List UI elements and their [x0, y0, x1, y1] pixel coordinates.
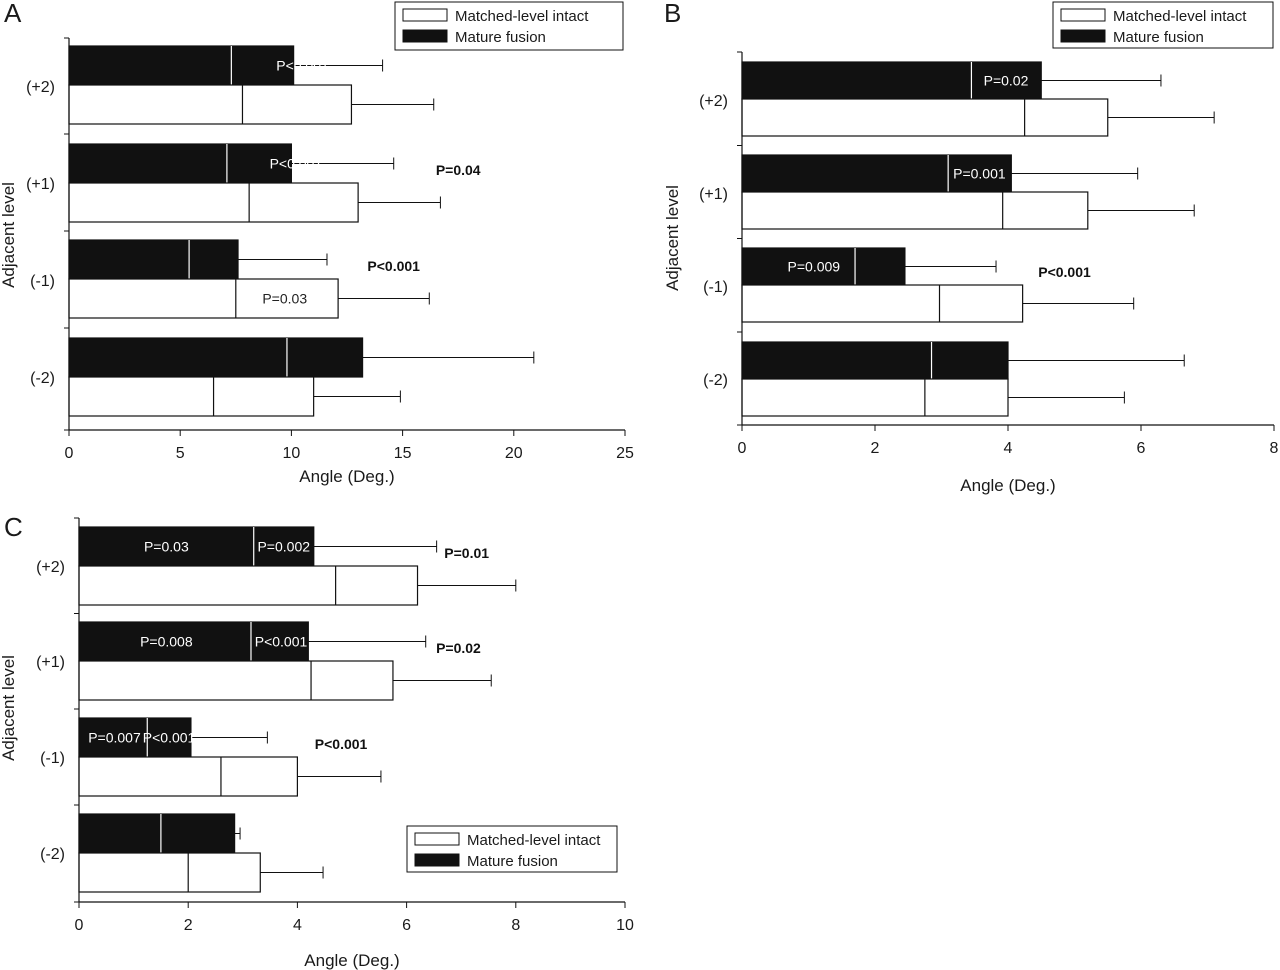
- bar-mature-fusion: [68, 45, 295, 86]
- x-tick-label: 25: [616, 445, 634, 462]
- bar-mature-fusion: [741, 341, 1009, 380]
- category-label: (-1): [40, 750, 65, 767]
- bar-mature-fusion: [68, 143, 292, 184]
- legend-label: Matched-level intact: [455, 8, 589, 25]
- legend-swatch: [414, 853, 460, 867]
- bar-mature-fusion: [68, 337, 364, 378]
- panel-letter: B: [664, 0, 681, 28]
- bar-matched-intact: [78, 852, 261, 893]
- bar-mature-fusion: [78, 813, 236, 854]
- category-label: (+2): [699, 93, 728, 110]
- bar-matched-intact: [78, 565, 419, 606]
- panel-letter: C: [4, 512, 23, 542]
- legend-label: Mature fusion: [455, 29, 546, 46]
- legend: Matched-level intact Mature fusion: [394, 1, 624, 51]
- legend-label: Mature fusion: [467, 853, 558, 870]
- bar-pvalue-label: P=0.02: [984, 73, 1029, 89]
- bar-mature-fusion: [741, 247, 906, 286]
- category-label: (-2): [40, 846, 65, 863]
- panel-letter: A: [4, 0, 22, 28]
- x-tick-label: 5: [176, 445, 185, 462]
- legend-swatch: [414, 832, 460, 846]
- x-tick-label: 6: [1137, 440, 1146, 457]
- category-label: (+1): [26, 176, 55, 193]
- y-axis-title: Adjacent level: [663, 185, 682, 291]
- bar-matched-intact: [68, 376, 315, 417]
- bar-matched-intact: [68, 182, 359, 223]
- bar-pvalue-label: P=0.002: [257, 539, 310, 555]
- bar-matched-intact: [78, 756, 298, 797]
- x-tick-label: 20: [505, 445, 523, 462]
- x-tick-label: 4: [1004, 440, 1013, 457]
- y-axis-title: Adjacent level: [0, 182, 18, 288]
- x-tick-label: 2: [871, 440, 880, 457]
- x-axis-title: Angle (Deg.): [299, 467, 394, 486]
- pvalue-annotation: P=0.01: [444, 545, 489, 561]
- category-label: (-2): [703, 372, 728, 389]
- bar-pvalue-label: P=0.007: [88, 730, 141, 746]
- bar-pvalue-label: P=0.001: [953, 166, 1006, 182]
- bar-pvalue-label: P=0.03: [144, 539, 189, 555]
- bar-matched-intact: [741, 191, 1089, 230]
- x-tick-label: 10: [616, 917, 634, 934]
- legend: Matched-level intact Mature fusion: [1052, 1, 1274, 49]
- bar-pvalue-label: P=0.009: [788, 259, 841, 275]
- bar-matched-intact: [68, 84, 353, 125]
- x-tick-label: 0: [75, 917, 84, 934]
- x-tick-label: 2: [184, 917, 193, 934]
- category-label: (+1): [699, 186, 728, 203]
- y-axis-title: Adjacent level: [0, 655, 18, 761]
- x-axis-title: Angle (Deg.): [960, 476, 1055, 495]
- x-tick-label: 4: [293, 917, 302, 934]
- bar-pvalue-label: P=0.03: [262, 291, 307, 307]
- legend-swatch: [402, 8, 448, 22]
- category-label: (+1): [36, 654, 65, 671]
- pvalue-annotation: P<0.001: [367, 258, 420, 274]
- bar-matched-intact: [741, 378, 1009, 417]
- x-tick-label: 8: [511, 917, 520, 934]
- legend-swatch: [1060, 29, 1106, 43]
- bar-pvalue-label: P=0.008: [140, 634, 193, 650]
- legend-label: Matched-level intact: [1113, 8, 1247, 25]
- category-label: (-1): [30, 273, 55, 290]
- chart-panel-a: A P<0.001 P<0.001 P=0.03 P=0.04 P<0.001 (+2) (+…: [0, 0, 634, 486]
- bar-pvalue-label: P<0.001: [143, 730, 196, 746]
- category-label: (+2): [26, 79, 55, 96]
- x-tick-label: 6: [402, 917, 411, 934]
- x-tick-label: 0: [65, 445, 74, 462]
- legend: Matched-level intact Mature fusion: [406, 825, 618, 873]
- bar-pvalue-label: P<0.001: [276, 58, 329, 74]
- bar-matched-intact: [78, 660, 394, 701]
- pvalue-annotation: P=0.02: [436, 640, 481, 656]
- legend-label: Mature fusion: [1113, 29, 1204, 46]
- legend-label: Matched-level intact: [467, 832, 601, 849]
- category-label: (-2): [30, 370, 55, 387]
- pvalue-annotation: P=0.04: [436, 162, 481, 178]
- x-tick-label: 15: [394, 445, 412, 462]
- bar-matched-intact: [741, 284, 1024, 323]
- category-label: (+2): [36, 559, 65, 576]
- legend-swatch: [1060, 8, 1106, 22]
- pvalue-annotation: P<0.001: [1038, 264, 1091, 280]
- x-axis-title: Angle (Deg.): [304, 951, 399, 970]
- pvalue-annotation: P<0.001: [315, 736, 368, 752]
- bar-pvalue-label: P<0.001: [270, 156, 323, 172]
- category-label: (-1): [703, 279, 728, 296]
- bar-mature-fusion: [68, 239, 239, 280]
- legend-swatch: [402, 29, 448, 43]
- chart-panel-b: B P=0.02 P=0.001 P=0.009 P<0.001 (+2) (+1) (-1)…: [663, 0, 1279, 495]
- x-tick-label: 10: [283, 445, 301, 462]
- bar-pvalue-label: P<0.001: [255, 634, 308, 650]
- x-tick-label: 8: [1270, 440, 1279, 457]
- bar-mature-fusion: [741, 61, 1042, 100]
- x-tick-label: 0: [738, 440, 747, 457]
- bar-mature-fusion: [78, 717, 192, 758]
- bar-matched-intact: [741, 98, 1109, 137]
